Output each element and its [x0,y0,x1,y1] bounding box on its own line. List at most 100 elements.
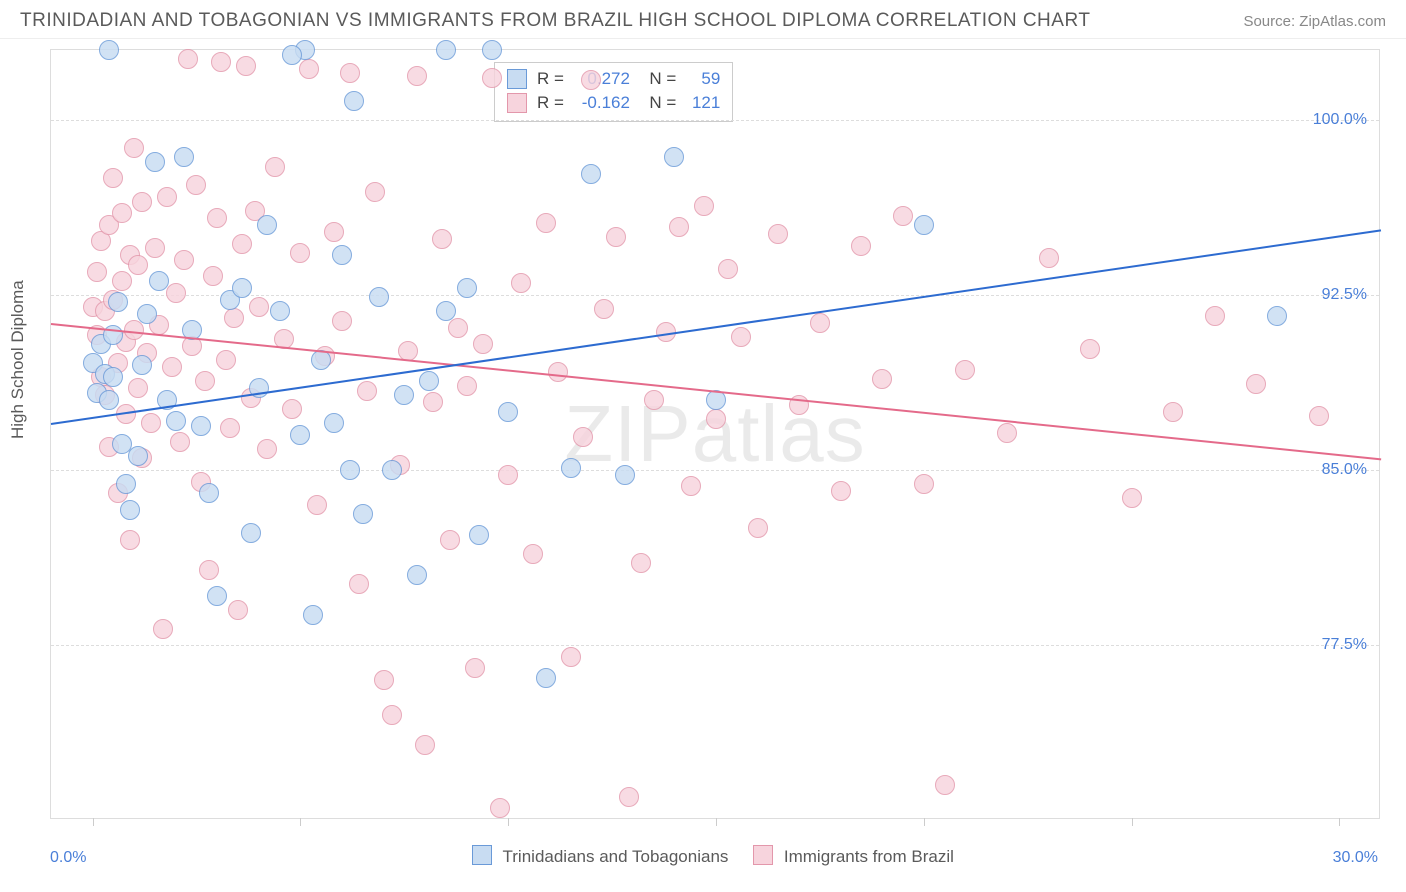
chart-header: TRINIDADIAN AND TOBAGONIAN VS IMMIGRANTS… [0,0,1406,39]
scatter-point-b [153,619,173,639]
plot-region: ZIPatlas R =0.272 N =59 R =-0.162 N =121… [50,49,1380,819]
scatter-point-b [220,418,240,438]
scatter-point-b [768,224,788,244]
scatter-point-a [1267,306,1287,326]
scatter-point-b [1039,248,1059,268]
scatter-point-b [112,203,132,223]
y-tick-label: 77.5% [1322,636,1367,654]
scatter-point-a [340,460,360,480]
scatter-point-b [174,250,194,270]
scatter-point-a [303,605,323,625]
scatter-point-a [232,278,252,298]
scatter-point-b [249,297,269,317]
scatter-point-b [211,52,231,72]
x-tick [508,818,509,826]
scatter-point-b [748,518,768,538]
scatter-point-b [1309,406,1329,426]
scatter-point-b [178,49,198,69]
scatter-point-a [457,278,477,298]
scatter-point-b [349,574,369,594]
y-axis-label: High School Diploma [8,280,28,439]
scatter-point-b [631,553,651,573]
scatter-point-b [482,68,502,88]
scatter-point-a [191,416,211,436]
n-value-b: 121 [686,91,720,115]
series-legend: Trinidadians and Tobagonians Immigrants … [0,845,1406,867]
scatter-point-b [561,647,581,667]
gridline [51,120,1379,121]
scatter-point-b [1163,402,1183,422]
scatter-point-a [482,40,502,60]
scatter-point-b [810,313,830,333]
scatter-point-b [282,399,302,419]
scatter-point-b [290,243,310,263]
scatter-point-b [203,266,223,286]
scatter-point-b [141,413,161,433]
scatter-point-b [228,600,248,620]
legend-swatch-b-bottom [753,845,773,865]
scatter-point-a [332,245,352,265]
scatter-point-b [457,376,477,396]
scatter-point-b [718,259,738,279]
scatter-point-b [706,409,726,429]
scatter-point-a [137,304,157,324]
scatter-point-b [594,299,614,319]
scatter-point-b [432,229,452,249]
scatter-point-a [166,411,186,431]
scatter-point-b [374,670,394,690]
scatter-point-b [731,327,751,347]
r-value-b: -0.162 [574,91,630,115]
scatter-point-b [1122,488,1142,508]
y-tick-label: 85.0% [1322,461,1367,479]
scatter-point-b [257,439,277,459]
scatter-point-b [382,705,402,725]
scatter-point-a [120,500,140,520]
scatter-point-b [581,70,601,90]
scatter-point-b [448,318,468,338]
scatter-point-b [511,273,531,293]
scatter-point-b [186,175,206,195]
scatter-point-b [112,271,132,291]
scatter-point-a [99,390,119,410]
scatter-point-b [216,350,236,370]
scatter-point-a [128,446,148,466]
scatter-point-b [162,357,182,377]
scatter-point-b [893,206,913,226]
source-attribution: Source: ZipAtlas.com [1243,13,1386,30]
scatter-point-b [914,474,934,494]
scatter-point-a [132,355,152,375]
x-tick [716,818,717,826]
chart-area: High School Diploma ZIPatlas R =0.272 N … [0,39,1406,869]
scatter-point-b [340,63,360,83]
scatter-point-b [157,187,177,207]
scatter-point-a [199,483,219,503]
scatter-point-b [872,369,892,389]
scatter-point-a [103,367,123,387]
scatter-point-a [419,371,439,391]
scatter-point-b [415,735,435,755]
x-tick [300,818,301,826]
scatter-point-a [174,147,194,167]
scatter-point-a [369,287,389,307]
scatter-point-b [644,390,664,410]
scatter-point-a [149,271,169,291]
scatter-point-b [128,255,148,275]
scatter-point-a [145,152,165,172]
scatter-point-b [473,334,493,354]
scatter-point-b [573,427,593,447]
scatter-point-b [1205,306,1225,326]
x-tick [93,818,94,826]
scatter-point-b [87,262,107,282]
y-tick-label: 92.5% [1322,286,1367,304]
scatter-point-b [299,59,319,79]
scatter-point-b [332,311,352,331]
x-tick [924,818,925,826]
scatter-point-a [615,465,635,485]
gridline [51,470,1379,471]
scatter-point-a [290,425,310,445]
scatter-point-b [145,238,165,258]
scatter-point-b [465,658,485,678]
scatter-point-b [490,798,510,818]
scatter-point-a [207,586,227,606]
scatter-point-b [606,227,626,247]
